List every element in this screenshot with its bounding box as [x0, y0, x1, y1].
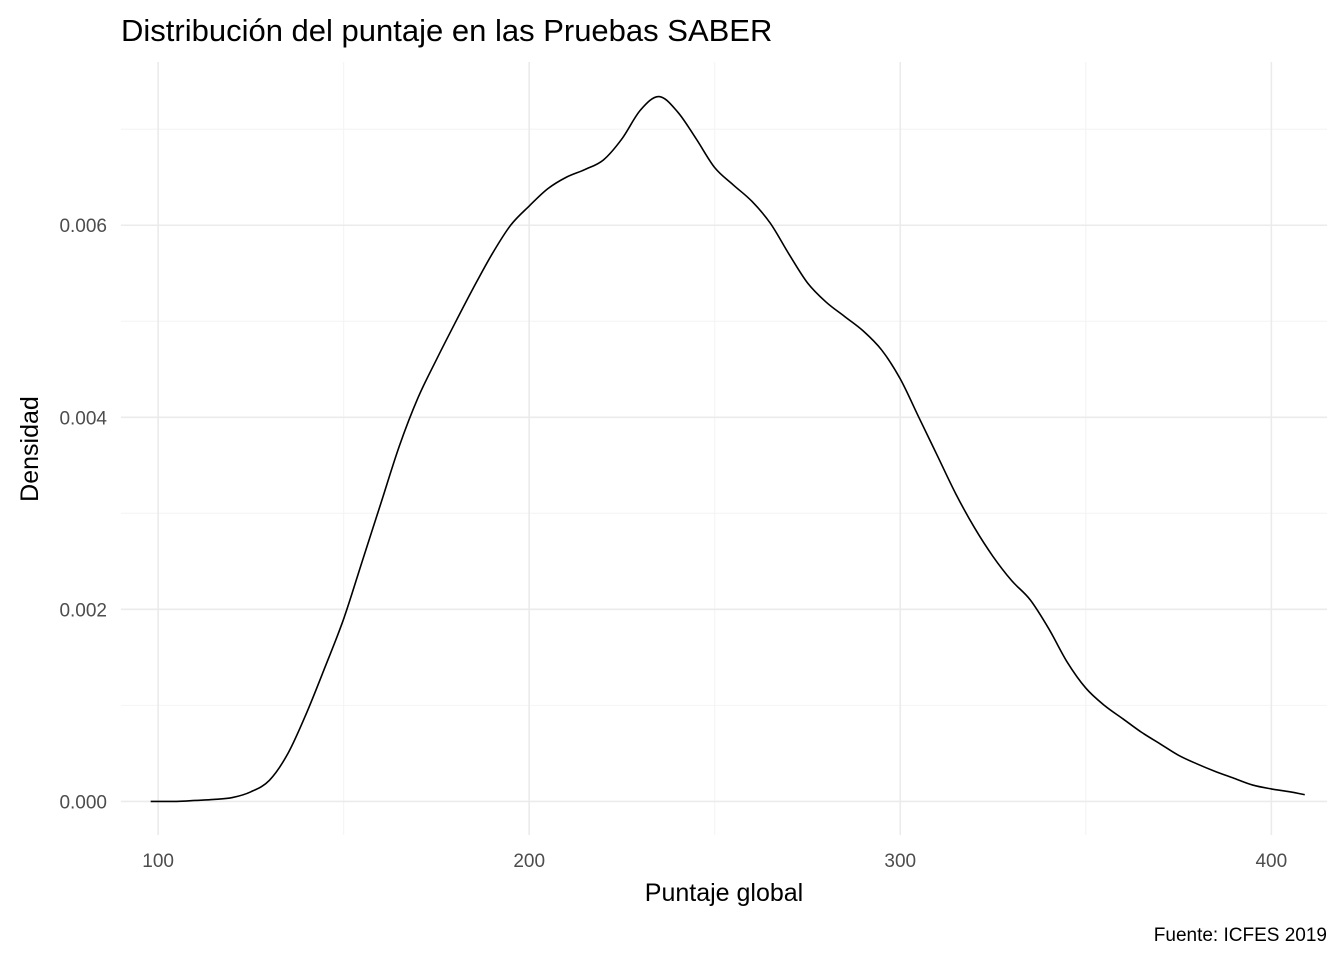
y-axis-ticks: 0.000 0.002 0.004 0.006 [59, 216, 107, 813]
chart-title: Distribución del puntaje en las Pruebas … [121, 13, 772, 48]
x-axis-label: Puntaje global [645, 879, 803, 907]
density-series [150, 95, 1305, 803]
chart-caption: Fuente: ICFES 2019 [1154, 925, 1327, 946]
y-axis-label: Densidad [16, 396, 44, 502]
x-tick-label: 400 [1255, 851, 1287, 872]
x-tick-label: 100 [142, 851, 174, 872]
y-tick-label: 0.000 [59, 792, 107, 813]
y-tick-label: 0.004 [59, 408, 107, 429]
x-tick-label: 200 [513, 851, 545, 872]
y-tick-label: 0.002 [59, 600, 107, 621]
x-axis-ticks: 100 200 300 400 [142, 851, 1287, 872]
grid-lines [121, 62, 1327, 835]
y-tick-label: 0.006 [59, 216, 107, 237]
density-line [150, 95, 1305, 803]
x-tick-label: 300 [884, 851, 916, 872]
